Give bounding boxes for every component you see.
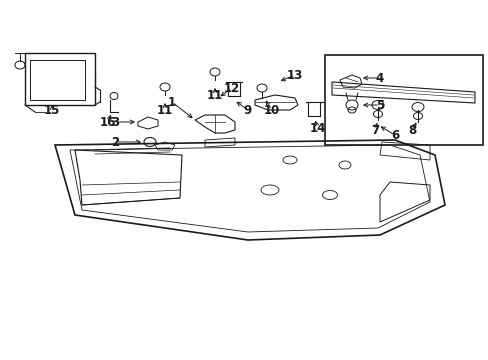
Bar xyxy=(325,55,482,145)
Text: 11: 11 xyxy=(206,89,223,102)
Text: 4: 4 xyxy=(375,72,384,85)
Text: 5: 5 xyxy=(375,99,384,112)
Text: 15: 15 xyxy=(44,104,60,117)
Text: 2: 2 xyxy=(111,135,119,149)
Text: 14: 14 xyxy=(309,122,325,135)
Bar xyxy=(25,53,95,105)
Bar xyxy=(30,60,85,100)
Text: 13: 13 xyxy=(286,68,303,81)
Text: 12: 12 xyxy=(224,81,240,95)
Text: 11: 11 xyxy=(157,104,173,117)
Text: 1: 1 xyxy=(167,95,176,108)
Text: 3: 3 xyxy=(111,116,119,129)
Text: 9: 9 xyxy=(244,104,252,117)
Text: 16: 16 xyxy=(100,116,116,129)
Text: 7: 7 xyxy=(370,123,378,136)
Text: 10: 10 xyxy=(264,104,280,117)
Text: 6: 6 xyxy=(390,129,398,141)
Text: 8: 8 xyxy=(407,123,415,136)
